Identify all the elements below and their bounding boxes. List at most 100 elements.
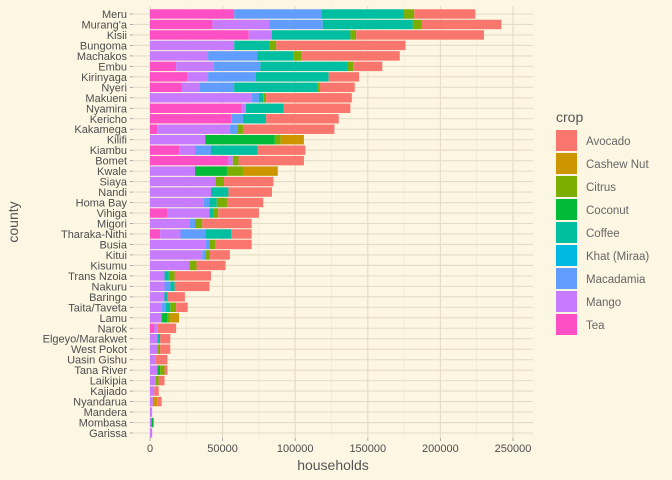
bar-segment [155, 354, 168, 365]
y-tick-label: Kajiado [90, 386, 127, 398]
legend-title: crop [556, 109, 583, 125]
bar-segment [218, 208, 259, 218]
y-tick-label: West Pokot [71, 344, 127, 356]
bar-row [150, 313, 180, 323]
bar-segment [209, 208, 214, 218]
legend: crop Avocado Cashew Nut Citrus Coconut Coffe… [556, 109, 649, 335]
bar-row [150, 271, 211, 281]
legend-key [556, 314, 577, 335]
bar-segment [150, 72, 188, 82]
bar-segment [160, 229, 181, 239]
bar-segment [241, 103, 246, 113]
bar-row [150, 239, 252, 250]
bar-segment [350, 30, 357, 40]
legend-item: Cashew Nut [556, 153, 649, 174]
bar-segment [231, 114, 243, 124]
bar-row [150, 30, 484, 40]
y-tick-label: Laikipia [90, 376, 128, 388]
bar-segment [234, 9, 322, 19]
bar-segment [161, 302, 166, 313]
y-tick-label: Kakamega [74, 124, 127, 136]
bar-segment [158, 375, 165, 386]
bar-segment [150, 218, 190, 229]
bar-segment [157, 334, 161, 344]
bar-row [150, 229, 252, 239]
legend-key [556, 245, 577, 266]
bar-segment [199, 82, 235, 93]
bar-segment [232, 155, 239, 166]
y-tick-label: Trans Nzoia [68, 271, 128, 283]
bar-segment [202, 250, 206, 260]
bar-segment [150, 334, 158, 344]
legend-item: Macadamia [556, 268, 646, 289]
bar-segment [215, 176, 225, 187]
bar-segment [150, 103, 242, 113]
bar-segment [150, 271, 165, 281]
bar-segment [150, 124, 158, 134]
bar-segment [216, 197, 227, 208]
bar-segment [150, 292, 165, 302]
bar-segment [150, 417, 152, 428]
bar-segment [283, 103, 351, 113]
bar-segment [150, 93, 252, 103]
bar-segment [157, 396, 162, 407]
bar-segment [170, 313, 180, 323]
bar-row [150, 334, 171, 344]
legend-label: Macadamia [586, 274, 646, 286]
bar-segment [150, 354, 156, 365]
bar-segment [205, 229, 232, 239]
bar-segment [234, 40, 270, 51]
bar-segment [150, 396, 153, 407]
y-tick-label: Bungoma [80, 40, 128, 52]
y-tick-label: Kirinyaga [81, 72, 128, 84]
bar-segment [150, 208, 168, 218]
legend-key [556, 268, 577, 289]
bar-row [150, 40, 406, 51]
y-tick-label: Mandera [84, 407, 128, 419]
legend-label: Mango [586, 297, 621, 309]
bar-segment [316, 82, 320, 93]
bar-segment [210, 187, 229, 197]
bar-row [150, 176, 274, 187]
bar-segment [321, 9, 405, 19]
bar-segment [164, 292, 168, 302]
bar-row [150, 124, 335, 134]
bar-row [150, 354, 168, 365]
legend-key [556, 291, 577, 312]
y-tick-label: Mombasa [79, 418, 128, 430]
bar-segment [238, 155, 304, 166]
bar-segment [167, 208, 210, 218]
bar-row [150, 187, 272, 197]
bar-segment [168, 271, 175, 281]
bar-segment [234, 82, 317, 93]
bar-segment [150, 9, 235, 19]
y-tick-label: Murang'a [81, 19, 127, 31]
bar-segment [151, 417, 154, 428]
bar-segment [301, 51, 400, 61]
bar-row [150, 134, 304, 145]
bar-row [150, 260, 226, 271]
bar-segment [150, 166, 196, 176]
y-tick-label: Nyandarua [73, 397, 128, 409]
bar-segment [150, 61, 177, 72]
y-tick-label: Busia [99, 239, 127, 251]
y-tick-label: Tharaka-Nithi [61, 229, 127, 241]
legend-item: Khat (Miraa) [556, 245, 649, 266]
bar-row [150, 114, 339, 124]
bar-segment [209, 197, 217, 208]
bar-row [150, 375, 165, 386]
legend-label: Cashew Nut [586, 159, 649, 171]
y-axis-ticks: MeruMurang'aKisiiBungomaMachakosEmbuKiri… [43, 9, 133, 440]
bar-row [150, 292, 185, 302]
bar-segment [161, 313, 168, 323]
y-tick-label: Homa Bay [76, 198, 128, 210]
bar-segment [150, 114, 232, 124]
bar-segment [208, 51, 258, 61]
bar-segment [157, 365, 161, 375]
bar-segment [170, 281, 175, 292]
y-tick-label: Nyeri [101, 82, 127, 94]
bars [150, 9, 502, 438]
bar-segment [274, 134, 281, 145]
bar-segment [347, 61, 354, 72]
y-tick-label: Garissa [89, 428, 128, 440]
